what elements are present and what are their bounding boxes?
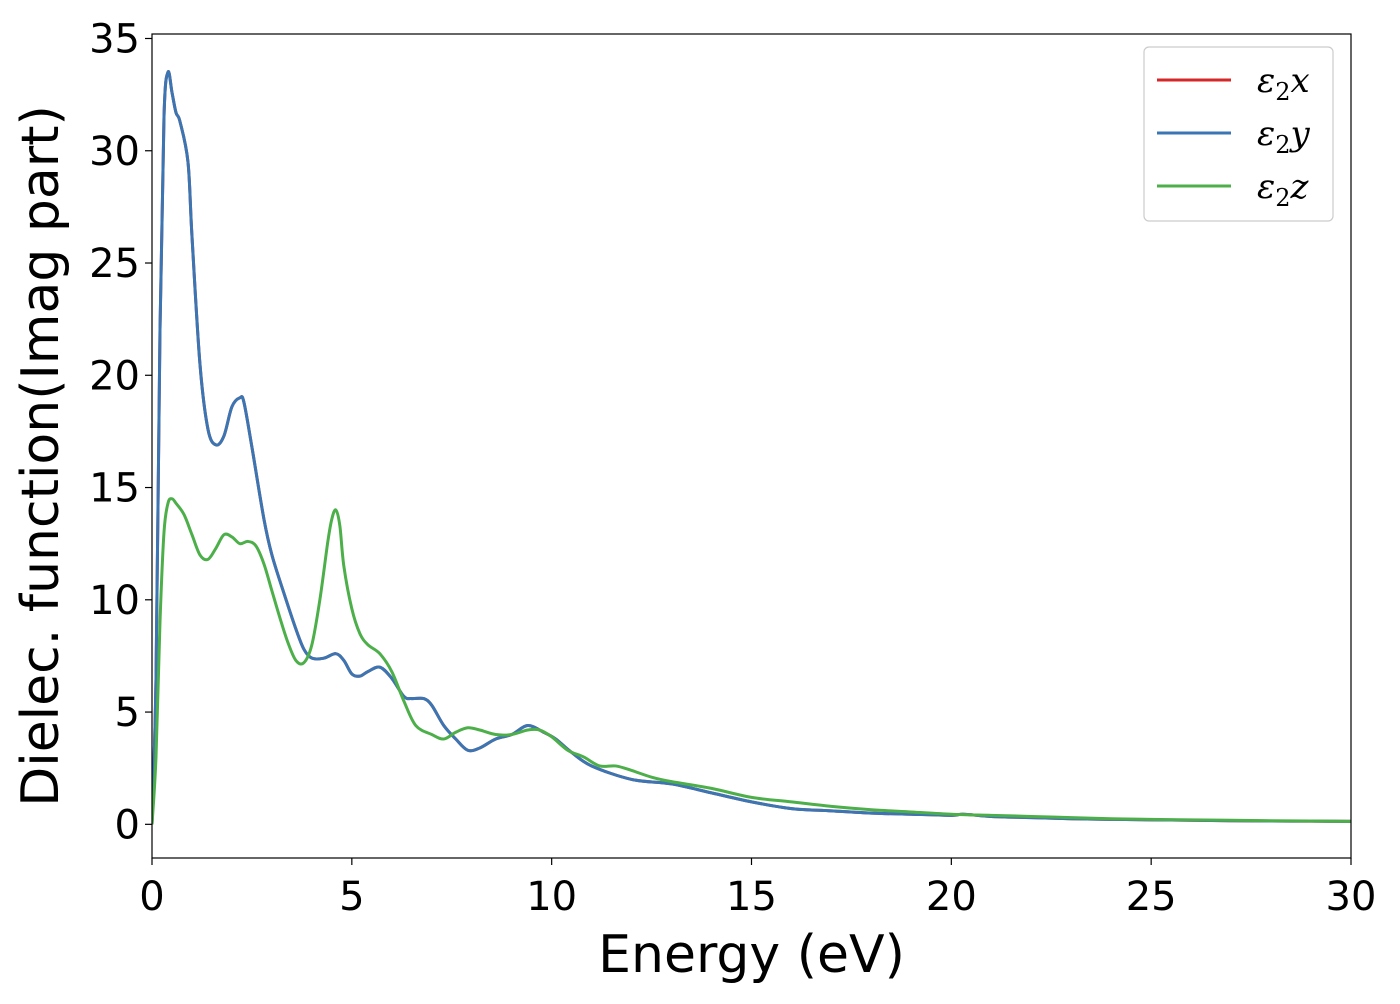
y-tick-label: 30	[89, 129, 140, 175]
y-axis: 0 5 10 15 20 25 30 35	[89, 16, 152, 848]
x-tick-label: 20	[926, 874, 977, 920]
y-tick-label: 0	[115, 802, 140, 848]
y-tick-label: 10	[89, 578, 140, 624]
x-tick-label: 30	[1326, 874, 1377, 920]
y-tick-label: 25	[89, 241, 140, 287]
legend-label: ε2y	[1257, 114, 1311, 159]
legend: ε2x ε2y ε2z	[1143, 46, 1334, 222]
x-tick-label: 15	[726, 874, 777, 920]
y-tick-label: 15	[89, 466, 140, 512]
y-tick-label: 35	[89, 16, 140, 62]
x-axis-label: Energy (eV)	[598, 925, 905, 985]
legend-label: ε2x	[1257, 61, 1310, 106]
series-line-z	[152, 497, 1351, 825]
legend-item-x: ε2x	[1157, 61, 1310, 106]
legend-label: ε2z	[1257, 167, 1310, 212]
legend-box	[1143, 46, 1334, 222]
x-tick-label: 10	[526, 874, 577, 920]
x-tick-label: 5	[339, 874, 364, 920]
x-tick-label: 25	[1126, 874, 1177, 920]
x-axis: 0 5 10 15 20 25 30	[139, 858, 1376, 920]
legend-item-y: ε2y	[1157, 114, 1311, 159]
y-tick-label: 20	[89, 353, 140, 399]
legend-item-z: ε2z	[1157, 167, 1310, 212]
plot-lines	[152, 70, 1351, 825]
y-axis-label: Dielec. function(Imag part)	[11, 105, 71, 807]
x-tick-label: 0	[139, 874, 164, 920]
y-tick-label: 5	[115, 690, 140, 736]
